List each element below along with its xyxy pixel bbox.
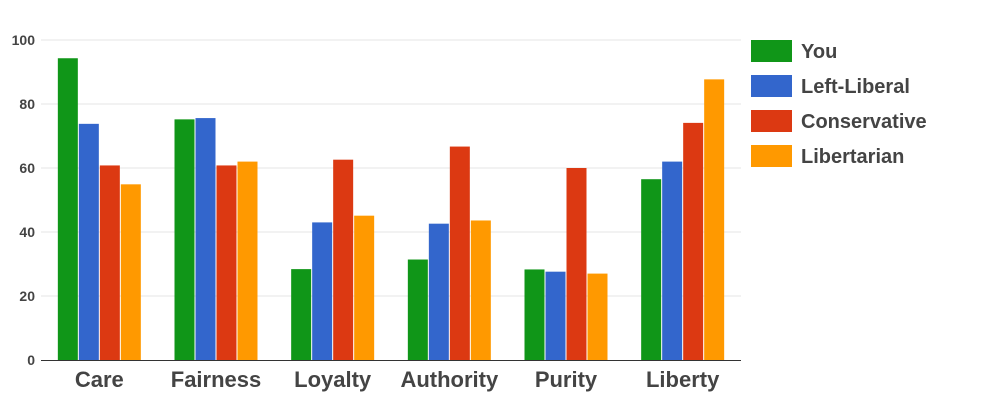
- legend-label: Conservative: [801, 111, 927, 133]
- bar-left-liberal-care: [78, 123, 99, 360]
- bar-conservative-loyalty: [333, 159, 354, 360]
- bar-left-liberal-authority: [428, 223, 449, 360]
- legend-label: Libertarian: [801, 146, 904, 168]
- bar-libertarian-care: [120, 184, 141, 360]
- legend-swatch-you: [751, 40, 792, 62]
- bar-you-liberty: [641, 179, 662, 360]
- bar-conservative-fairness: [216, 165, 237, 360]
- bar-conservative-purity: [566, 168, 587, 360]
- bar-libertarian-fairness: [237, 161, 258, 360]
- bar-conservative-care: [99, 165, 120, 360]
- legend-swatch-libertarian: [751, 145, 792, 167]
- x-tick-label-care: Care: [75, 367, 124, 392]
- bar-libertarian-liberty: [704, 79, 725, 361]
- bar-you-fairness: [174, 119, 195, 360]
- bar-left-liberal-loyalty: [312, 222, 333, 360]
- y-tick-label: 80: [19, 96, 35, 112]
- y-tick-label: 100: [12, 32, 36, 48]
- bar-conservative-authority: [449, 146, 470, 360]
- y-tick-label: 20: [19, 288, 35, 304]
- bar-left-liberal-purity: [545, 271, 566, 360]
- bar-you-purity: [524, 269, 545, 360]
- y-tick-label: 0: [27, 352, 35, 368]
- bar-left-liberal-fairness: [195, 118, 216, 360]
- x-tick-label-purity: Purity: [535, 367, 598, 392]
- legend-label: Left-Liberal: [801, 76, 910, 98]
- bar-left-liberal-liberty: [662, 161, 683, 360]
- bar-you-loyalty: [291, 269, 312, 360]
- y-tick-label: 40: [19, 224, 35, 240]
- bar-you-care: [57, 58, 78, 361]
- bar-conservative-liberty: [683, 122, 704, 360]
- bar-libertarian-authority: [470, 220, 491, 360]
- x-tick-label-fairness: Fairness: [171, 367, 262, 392]
- y-tick-label: 60: [19, 160, 35, 176]
- bar-you-authority: [407, 259, 428, 360]
- bar-libertarian-loyalty: [354, 215, 375, 360]
- x-tick-label-liberty: Liberty: [646, 367, 720, 392]
- x-tick-label-authority: Authority: [400, 367, 499, 392]
- legend-swatch-left-liberal: [751, 75, 792, 97]
- legend-label: You: [801, 41, 837, 63]
- legend-swatch-conservative: [751, 110, 792, 132]
- bar-libertarian-purity: [587, 273, 608, 360]
- x-tick-label-loyalty: Loyalty: [294, 367, 372, 392]
